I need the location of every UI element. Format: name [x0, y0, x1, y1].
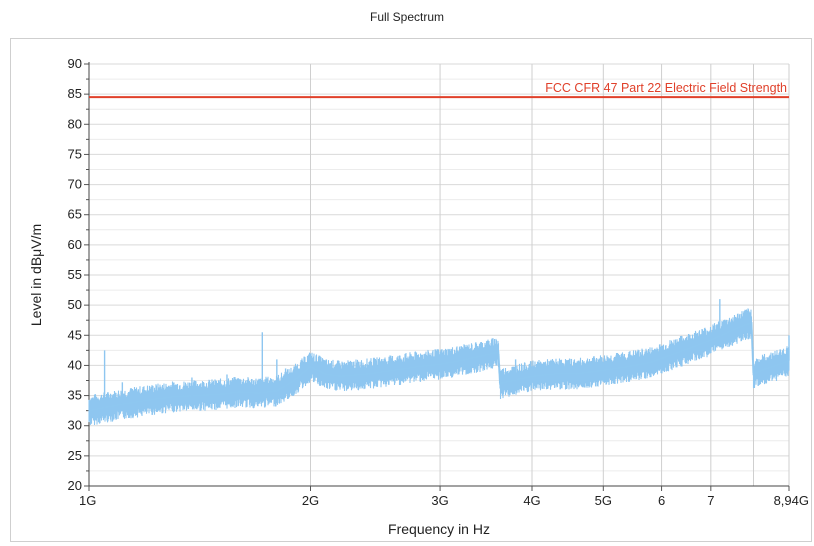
- x-tick-label: 5G: [595, 493, 612, 508]
- x-tick-label: 1G: [79, 493, 96, 508]
- x-tick-label: 4G: [523, 493, 540, 508]
- y-tick-label: 25: [68, 448, 82, 463]
- spectrum-chart: 20 25 30 35 40 45 50 55 60 65 70 75 80 85 90 1G 2G 3G 4G 5G…: [28, 56, 809, 537]
- y-tick-label: 55: [68, 267, 82, 282]
- y-tick-label: 60: [68, 237, 82, 252]
- chart-frame: 20 25 30 35 40 45 50 55 60 65 70 75 80 85 90 1G 2G 3G 4G 5G…: [10, 38, 812, 542]
- x-axis-label: Frequency in Hz: [388, 521, 490, 537]
- y-tick-label: 40: [68, 357, 82, 372]
- x-tick-label: 7: [707, 493, 714, 508]
- y-tick-label: 75: [68, 146, 82, 161]
- x-tick-label: 6: [658, 493, 665, 508]
- y-tick-label: 80: [68, 116, 82, 131]
- y-tick-label: 85: [68, 86, 82, 101]
- y-tick-label: 65: [68, 207, 82, 222]
- y-tick-label: 35: [68, 388, 82, 403]
- x-tick-label: 3G: [431, 493, 448, 508]
- chart-title: Full Spectrum: [369, 10, 445, 24]
- spectrum-envelope: [88, 322, 790, 412]
- x-tick-label: 8,94G: [774, 493, 809, 508]
- y-tick-label: 30: [68, 418, 82, 433]
- limit-line-label: FCC CFR 47 Part 22 Electric Field Streng…: [545, 81, 787, 95]
- y-tick-label: 90: [68, 56, 82, 71]
- x-tick-label: 2G: [302, 493, 319, 508]
- y-tick-label: 45: [68, 327, 82, 342]
- y-tick-label: 20: [68, 478, 82, 493]
- y-tick-label: 70: [68, 177, 82, 192]
- y-axis-label: Level in dBμV/m: [28, 224, 44, 326]
- y-tick-label: 50: [68, 297, 82, 312]
